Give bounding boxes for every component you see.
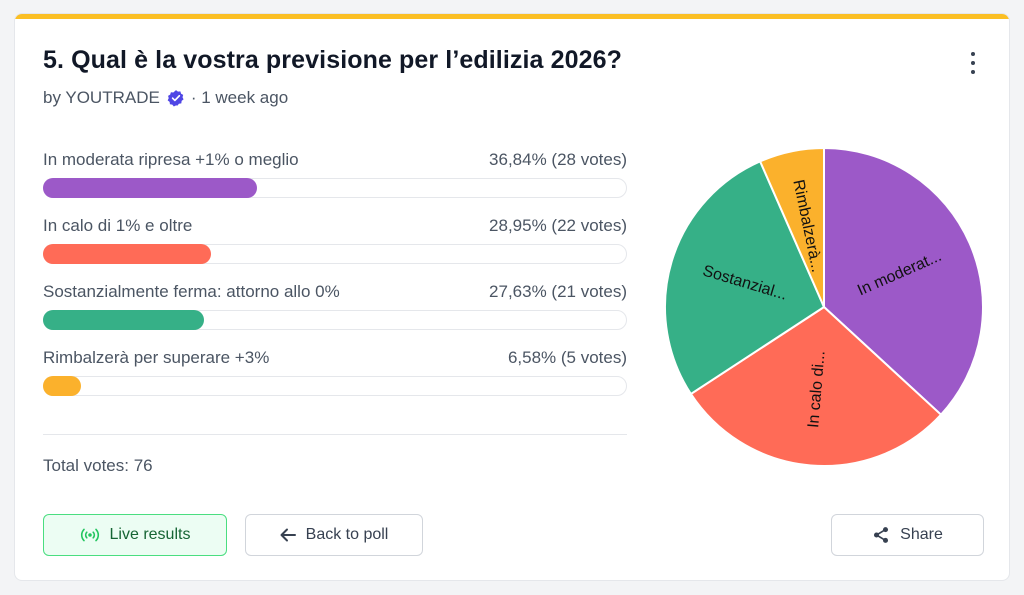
option-result: 28,95% (22 votes)	[489, 216, 627, 235]
option-result: 6,58% (5 votes)	[507, 348, 627, 367]
poll-meta: by YOUTRADE · 1 week ago	[43, 88, 288, 108]
result-bar-track	[43, 178, 627, 198]
pie-chart: In moderat...In calo di...Sostanzial...R…	[664, 146, 984, 467]
share-button[interactable]: Share	[831, 514, 984, 556]
live-results-label: Live results	[109, 526, 191, 543]
broadcast-icon	[80, 528, 99, 542]
verified-badge-icon	[167, 89, 185, 107]
accent-bar	[15, 14, 1009, 19]
arrow-left-icon	[280, 528, 296, 542]
result-bar-track	[43, 244, 627, 264]
total-votes: Total votes: 76	[43, 456, 153, 475]
author-byline: by YOUTRADE	[43, 88, 160, 107]
share-label: Share	[900, 526, 943, 543]
result-bar-fill	[43, 178, 258, 198]
pie-slice	[664, 160, 826, 396]
pie-slice	[823, 146, 984, 417]
share-icon	[874, 527, 889, 543]
back-to-poll-label: Back to poll	[305, 526, 389, 543]
result-bar-track	[43, 310, 627, 330]
option-label: In calo di 1% e oltre	[43, 216, 193, 235]
back-to-poll-button[interactable]: Back to poll	[245, 514, 423, 556]
option-result: 27,63% (21 votes)	[489, 282, 627, 301]
more-options-icon[interactable]	[969, 52, 977, 74]
pie-slice	[758, 146, 825, 308]
option-label: Rimbalzerà per superare +3%	[43, 348, 270, 367]
option-label: In moderata ripresa +1% o meglio	[43, 150, 299, 169]
live-results-button[interactable]: Live results	[43, 514, 227, 556]
posted-time: · 1 week ago	[190, 88, 289, 107]
poll-title: 5. Qual è la vostra previsione per l’edi…	[43, 46, 622, 74]
result-bar-fill	[43, 376, 82, 396]
pie-slice	[689, 305, 943, 467]
result-bar-fill	[43, 310, 204, 330]
result-bar-fill	[43, 244, 212, 264]
divider	[43, 434, 627, 435]
poll-card: 5. Qual è la vostra previsione per l’edi…	[14, 13, 1010, 581]
option-result: 36,84% (28 votes)	[489, 150, 627, 169]
result-bar-track	[43, 376, 627, 396]
pie-slice-label: In calo di...	[805, 350, 828, 429]
option-label: Sostanzialmente ferma: attorno allo 0%	[43, 282, 340, 301]
